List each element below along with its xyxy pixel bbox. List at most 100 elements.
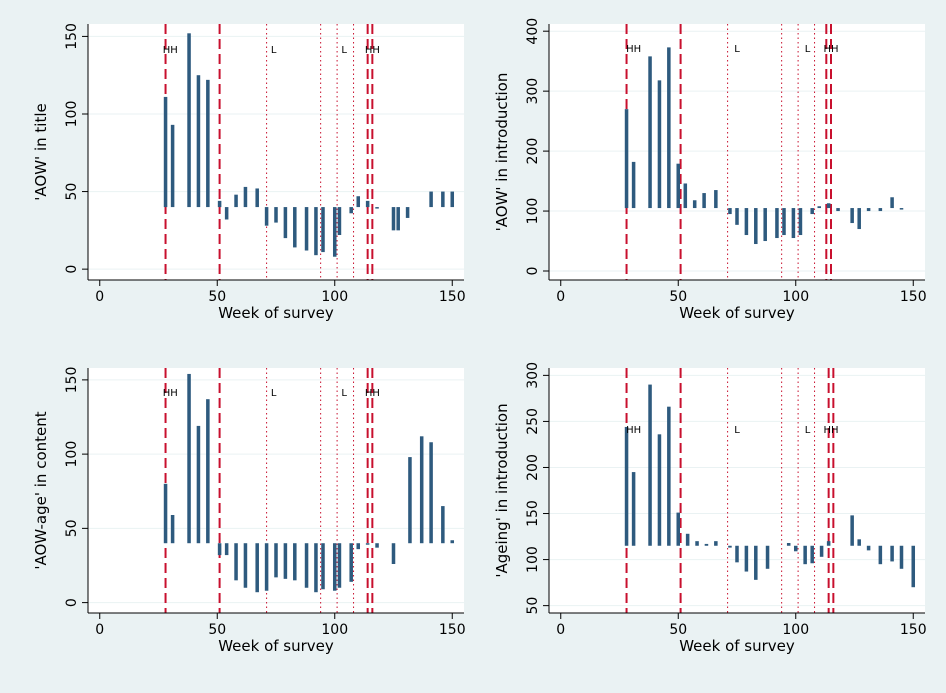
bar (890, 545, 894, 562)
bar (196, 425, 201, 544)
bar (704, 543, 709, 546)
bar (243, 543, 248, 588)
bar (349, 207, 353, 214)
x-tick-label: 0 (95, 289, 104, 305)
bar (163, 96, 168, 208)
chart-panel: 50 100 150 200 250 300 HH L L HH 0 50 100 150 Week of … (493, 362, 927, 655)
bar (255, 188, 259, 208)
x-tick-label: 100 (782, 289, 809, 305)
bar (170, 124, 175, 208)
bar (782, 208, 786, 236)
x-axis-title: Week of survey (679, 637, 795, 655)
bar (293, 543, 297, 581)
bar (283, 207, 288, 239)
x-tick-label: 0 (556, 289, 565, 305)
bar (349, 543, 353, 582)
y-tick-label: 50 (525, 597, 541, 615)
bar (234, 194, 238, 208)
y-tick-label: 0 (64, 598, 80, 607)
bar (685, 533, 690, 546)
event-annotation: L (341, 45, 347, 56)
bar (429, 442, 433, 544)
bar (624, 109, 629, 209)
event-annotation: HH (626, 44, 641, 55)
chart-panel: 0 100 200 300 400 HH L L HH 0 50 100 150 Week of surv… (493, 18, 927, 322)
bar (744, 545, 749, 572)
bar (304, 543, 309, 588)
bar (702, 193, 706, 209)
y-axis-title: 'Ageing' in introduction (493, 403, 511, 577)
bar (304, 207, 309, 251)
bar (754, 545, 758, 580)
bar (866, 545, 871, 551)
y-tick-label: 150 (525, 500, 541, 527)
bar (786, 543, 791, 546)
y-tick-label: 100 (64, 101, 80, 128)
bar (365, 543, 370, 545)
y-tick-label: 100 (525, 546, 541, 573)
bar (890, 197, 894, 209)
bar (321, 543, 325, 590)
bar (899, 545, 904, 569)
bar (763, 208, 767, 242)
x-tick-label: 150 (439, 289, 466, 305)
bar (332, 207, 337, 257)
chart-panel: 0 50 100 150 HH L L HH 0 50 100 150 Week of survey 'A… (32, 23, 466, 322)
bar (857, 208, 861, 230)
y-tick-label: 300 (525, 78, 541, 105)
bar (314, 207, 318, 256)
event-annotation: HH (626, 425, 641, 436)
y-tick-label: 100 (64, 441, 80, 468)
x-tick-label: 150 (439, 622, 466, 638)
bar (441, 506, 445, 544)
bar (375, 543, 379, 548)
bar (314, 543, 318, 593)
bar (337, 543, 342, 588)
event-annotation: HH (163, 388, 178, 399)
y-tick-label: 250 (525, 408, 541, 435)
bar (775, 208, 779, 239)
bar (728, 545, 732, 548)
y-tick-label: 300 (525, 362, 541, 389)
bar (234, 543, 238, 581)
bar (714, 541, 718, 546)
bar (293, 207, 297, 248)
bar (692, 200, 697, 209)
bar (735, 545, 739, 563)
bar (648, 56, 652, 209)
event-annotation: L (341, 388, 347, 399)
bar (857, 539, 861, 546)
event-annotation: L (805, 44, 811, 55)
x-tick-label: 50 (669, 289, 687, 305)
bar (810, 208, 814, 215)
y-tick-label: 400 (525, 18, 541, 45)
x-tick-label: 150 (900, 289, 927, 305)
bar (264, 207, 269, 226)
bar (667, 406, 671, 546)
event-annotation: L (734, 44, 740, 55)
x-tick-label: 0 (95, 622, 104, 638)
y-axis-title: 'AOW' in introduction (493, 73, 511, 232)
bar (744, 208, 749, 236)
bar (206, 79, 210, 208)
event-annotation: HH (823, 44, 838, 55)
bar (695, 541, 699, 546)
x-tick-label: 50 (669, 622, 687, 638)
bar (187, 33, 191, 208)
bar (765, 545, 770, 569)
bar (274, 543, 278, 578)
event-annotation: HH (163, 45, 178, 56)
bar (798, 208, 803, 236)
bar (217, 543, 222, 556)
bar (631, 472, 636, 546)
y-tick-label: 50 (64, 183, 80, 201)
bar (419, 436, 424, 544)
bar (676, 512, 681, 546)
bar (803, 545, 807, 565)
bar (657, 434, 662, 546)
bar (224, 543, 229, 556)
bar (337, 207, 342, 236)
y-axis-title: 'AOW-age' in content (32, 411, 50, 569)
bar (170, 515, 175, 544)
